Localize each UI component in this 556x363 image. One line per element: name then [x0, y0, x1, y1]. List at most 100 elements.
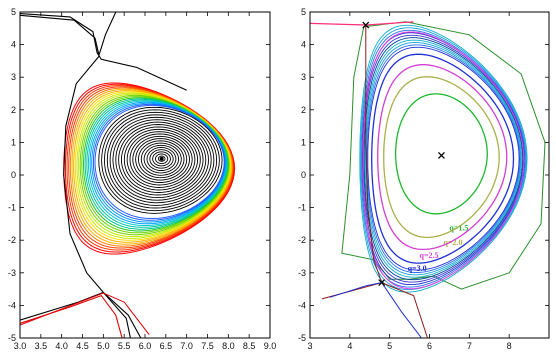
- left-separatrix-line: [98, 12, 117, 55]
- left-flux-contour-core: [140, 142, 182, 176]
- left-flux-contour-core: [106, 114, 215, 206]
- left-x-tick-label: 6.0: [139, 341, 152, 351]
- left-separatrix-line: [102, 291, 142, 338]
- right-contours: q=1.5 q=2.0 q=2.5 q=3.0: [310, 21, 546, 338]
- right-q-surface: [377, 64, 508, 251]
- right-y-tick-label: 1: [301, 137, 306, 147]
- left-x-tick-label: 5.5: [118, 341, 131, 351]
- right-flux-contour: [360, 27, 527, 291]
- right-frame: [309, 11, 550, 339]
- left-magnetic-axis-marker: [159, 156, 164, 161]
- right-y-tick-label: -1: [298, 203, 306, 213]
- left-y-tick-label: 0: [11, 170, 16, 180]
- left-x-tick-label: 4.0: [55, 341, 68, 351]
- right-y-tick-label: 0: [301, 170, 306, 180]
- right-flux-contour: [363, 37, 524, 281]
- left-y-tick-label: -2: [8, 235, 16, 245]
- left-contours: [20, 12, 236, 338]
- left-flux-contour-core: [149, 149, 174, 169]
- left-flux-contour-core: [157, 155, 166, 162]
- left-y-tick-label: -5: [8, 333, 16, 343]
- right-magenta-contour: [362, 31, 525, 290]
- right-x-tick-label: 3: [307, 341, 312, 351]
- left-flux-contour-core: [146, 147, 177, 171]
- right-y-tick-label: 4: [301, 40, 306, 50]
- left-x-tick-label: 8.0: [222, 341, 235, 351]
- left-flux-contour-core: [112, 119, 209, 201]
- left-x-tick-label: 3.0: [14, 341, 27, 351]
- left-flux-contour-core: [143, 144, 180, 174]
- left-separatrix-line: [20, 294, 123, 338]
- right-x-tick-label: 6: [427, 341, 432, 351]
- left-separatrix-line: [20, 14, 100, 57]
- right-y-tick-label: 3: [301, 72, 306, 82]
- left-flux-contour-core: [132, 135, 190, 183]
- left-flux-contour: [94, 104, 225, 219]
- right-y-tick-label: 2: [301, 105, 306, 115]
- left-x-tick-label: 4.5: [76, 341, 89, 351]
- left-flux-contour-core: [98, 106, 223, 214]
- right-y-tick-label: -4: [298, 300, 306, 310]
- left-flux-surface-panel: 3.0 3.5 4.0 4.5 5.0 5.5 6.0 6.5 7.0 7.5 8.0 8.5 9.0 5…: [8, 7, 276, 351]
- left-flux-contour: [68, 86, 234, 249]
- right-divertor-leg: [365, 25, 383, 283]
- left-x-tick-label: 7.0: [180, 341, 193, 351]
- left-separatrix-line: [20, 13, 187, 91]
- left-flux-contour-core: [101, 109, 220, 212]
- right-magnetic-axis-marker: [437, 151, 445, 159]
- left-x-tick-label: 9.0: [264, 341, 277, 351]
- right-flux-contour: [366, 44, 521, 273]
- left-x-tick-label: 7.5: [201, 341, 214, 351]
- left-y-tick-label: 3: [11, 72, 16, 82]
- right-y-tick-label: -3: [298, 268, 306, 278]
- right-y-tick-label: 5: [301, 7, 306, 17]
- right-flux-contour: [361, 29, 526, 288]
- right-flux-contour: [367, 46, 520, 271]
- right-divertor-leg: [329, 282, 422, 338]
- left-x-tick-label: 6.5: [160, 341, 173, 351]
- right-q-label: q=1.5: [449, 223, 468, 232]
- right-x-tick-label: 7: [467, 341, 472, 351]
- left-y-tick-label: 5: [11, 7, 16, 17]
- left-flux-contour-core: [155, 153, 169, 165]
- right-flux-contour: [364, 39, 523, 278]
- left-red-leg: [20, 292, 150, 336]
- left-y-tick-label: -1: [8, 203, 16, 213]
- right-x-point-marker: [362, 21, 370, 29]
- right-q-label: q=2.0: [443, 238, 462, 247]
- right-q-surface: [383, 76, 500, 239]
- left-separatrix-line: [20, 291, 131, 338]
- left-flux-contour-core: [103, 111, 218, 209]
- left-flux-contour-core: [126, 131, 196, 188]
- right-q-label: q=2.5: [420, 251, 439, 260]
- left-flux-contour-core: [115, 121, 207, 199]
- left-y-tick-label: -4: [8, 300, 16, 310]
- left-y-tick-label: 2: [11, 105, 16, 115]
- right-q-surface: [371, 53, 515, 264]
- left-y-tick-label: -3: [8, 268, 16, 278]
- right-q-label: q=3.0: [408, 264, 427, 273]
- left-flux-contour-core: [109, 116, 212, 204]
- right-divertor-leg: [321, 282, 428, 338]
- left-flux-contour-core: [138, 140, 185, 179]
- right-q-surface: [394, 93, 488, 215]
- left-x-tick-label: 8.5: [243, 341, 256, 351]
- left-flux-contour-core: [129, 133, 193, 186]
- right-y-tick-label: -2: [298, 235, 306, 245]
- left-flux-contour-core: [152, 151, 171, 167]
- right-x-tick-label: 8: [507, 341, 512, 351]
- left-x-tick-label: 3.5: [35, 341, 48, 351]
- left-flux-contour-core: [123, 128, 199, 191]
- right-x-point-marker: [378, 279, 386, 287]
- right-flux-contour: [359, 24, 528, 293]
- right-y-tick-label: -5: [298, 333, 306, 343]
- left-flux-contour-core: [118, 124, 204, 196]
- left-separatrix-line: [63, 55, 104, 293]
- right-q-surface-panel: q=1.5 q=2.0 q=2.5 q=3.0 3 4 5 6 7 8 5 4 3 2 1 0 -1 -2 -3 -4…: [298, 7, 550, 351]
- left-flux-contour-core: [135, 138, 188, 181]
- right-x-tick-label: 5: [387, 341, 392, 351]
- right-top-leg: [310, 21, 414, 26]
- right-outer-contour: [341, 21, 546, 290]
- left-y-tick-label: 1: [11, 137, 16, 147]
